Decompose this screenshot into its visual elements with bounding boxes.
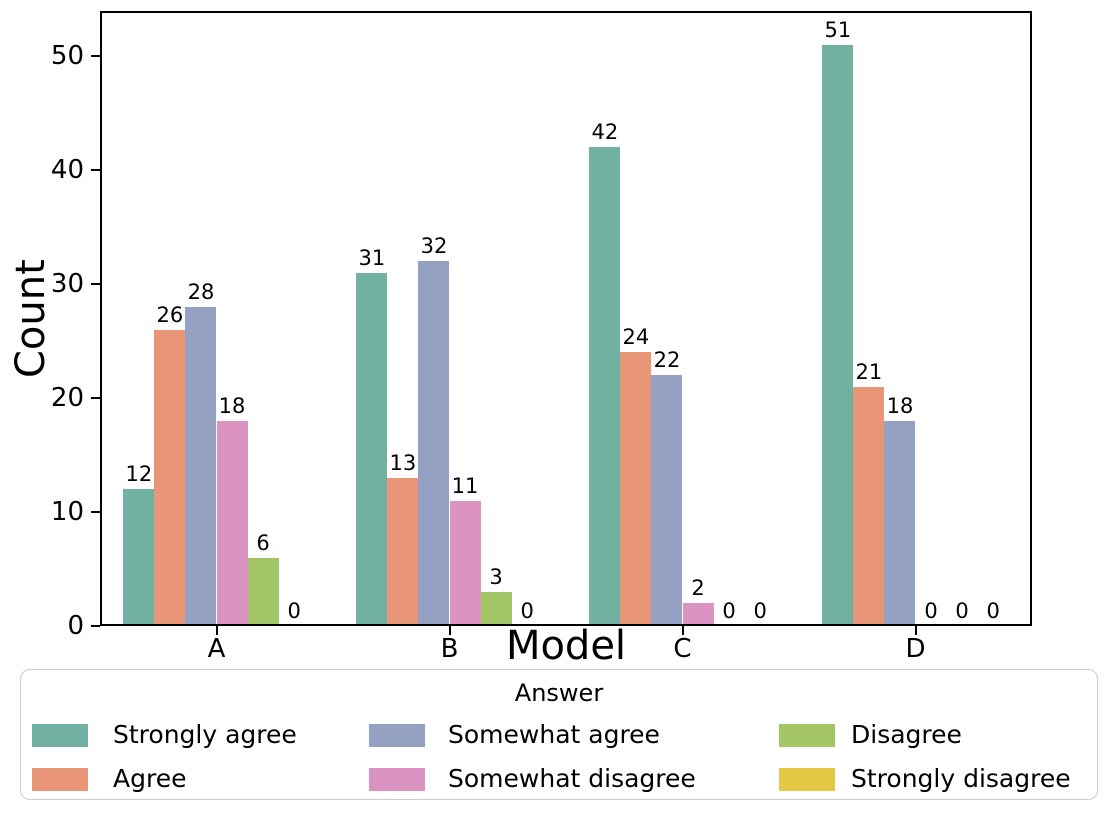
bar [154, 329, 186, 626]
y-tick-mark [91, 511, 100, 513]
bar [449, 500, 481, 626]
legend-swatch [369, 768, 425, 791]
x-tick-label: D [905, 634, 926, 664]
bar [853, 386, 885, 626]
bar-value-label: 0 [986, 599, 1000, 623]
bar [480, 591, 512, 626]
bar [387, 477, 419, 626]
bar-value-label: 13 [389, 450, 417, 475]
legend-label: Agree [113, 764, 187, 793]
y-tick-mark [91, 625, 100, 627]
bar-value-label: 11 [451, 473, 479, 498]
y-tick-label: 40 [50, 155, 84, 186]
bar-value-label: 21 [855, 359, 883, 384]
legend-label: Disagree [851, 720, 962, 749]
x-tick-mark [448, 626, 451, 635]
y-tick-label: 10 [50, 497, 84, 527]
bar-value-label: 0 [955, 599, 969, 623]
y-tick-label: 30 [50, 269, 84, 300]
bar-value-label: 3 [489, 564, 503, 589]
bar-value-label: 0 [722, 599, 736, 623]
legend-label: Strongly disagree [851, 764, 1071, 793]
x-tick-mark [681, 626, 684, 635]
y-tick-label: 50 [50, 41, 84, 72]
bar [123, 489, 155, 626]
bar-value-label: 22 [653, 348, 681, 373]
bar [589, 147, 621, 626]
bar [822, 44, 854, 626]
bar-value-label: 42 [591, 120, 619, 145]
bar [216, 420, 248, 626]
bar-value-label: 2 [691, 576, 705, 601]
bar-value-label: 32 [420, 234, 448, 259]
legend-label: Somewhat agree [448, 720, 660, 749]
y-tick-mark [91, 169, 100, 172]
y-tick-mark [91, 283, 100, 286]
y-tick-label: 0 [67, 611, 84, 641]
y-tick-mark [91, 55, 100, 58]
bar-value-label: 18 [886, 393, 914, 418]
bar [418, 261, 450, 626]
legend-swatch [32, 724, 88, 747]
bar [651, 375, 683, 626]
bar-value-label: 6 [256, 530, 270, 555]
y-axis-label: Count [8, 259, 54, 378]
legend-swatch [32, 768, 88, 791]
legend-swatch [369, 724, 425, 747]
y-tick-label: 20 [50, 383, 84, 413]
bar-value-label: 24 [622, 325, 650, 350]
legend-swatch [779, 724, 835, 747]
bar-value-label: 31 [358, 245, 386, 270]
legend-label: Somewhat disagree [448, 764, 696, 793]
legend-title: Answer [514, 679, 604, 707]
legend-label: Strongly agree [113, 720, 297, 749]
bar [884, 420, 916, 626]
bar-value-label: 0 [520, 599, 534, 623]
bar-value-label: 18 [218, 393, 246, 418]
legend-swatch [779, 768, 835, 791]
bar-value-label: 51 [824, 17, 852, 42]
bar [620, 352, 652, 626]
plot-area: 0 10 20 30 40 50 A B C D 12 31 42 51 26 13 24 21 28 32 22 18 1… [51, 11, 1032, 664]
bar-value-label: 0 [753, 599, 767, 623]
bar-value-label: 0 [287, 599, 301, 623]
bar [682, 603, 714, 626]
bar [185, 306, 217, 626]
bar-value-label: 12 [125, 462, 153, 487]
x-tick-mark [215, 626, 218, 635]
bar [356, 272, 388, 626]
bar-value-label: 0 [924, 599, 938, 623]
x-tick-label: A [207, 634, 226, 664]
bar-value-label: 26 [156, 302, 184, 327]
y-tick-mark [91, 397, 100, 399]
bar [247, 557, 279, 626]
x-tick-label: B [440, 634, 459, 664]
bar-value-label: 28 [187, 279, 215, 304]
legend: Answer Strongly agree Agree Somewhat agree… [20, 669, 1098, 800]
x-axis-label: Model [505, 623, 627, 669]
x-tick-mark [914, 626, 917, 635]
x-tick-label: C [673, 634, 692, 664]
